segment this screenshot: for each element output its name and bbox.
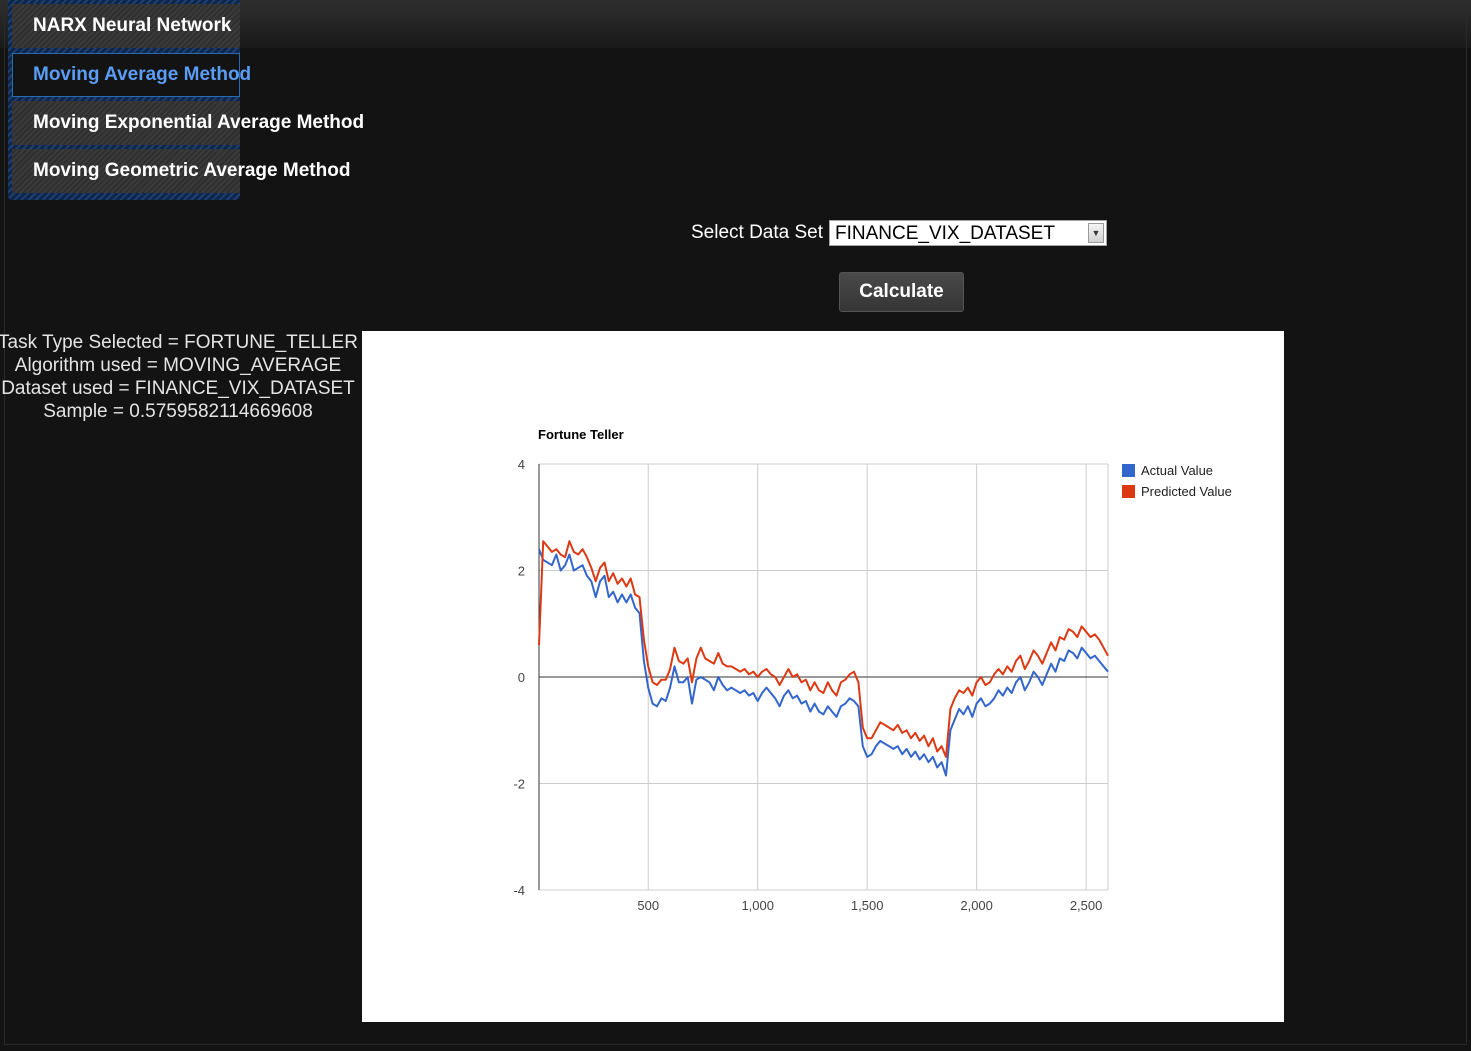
legend-label: Actual Value	[1141, 463, 1213, 478]
actual-value-line	[538, 548, 1109, 777]
menu-item-label: Moving Geometric Average Method	[33, 160, 351, 181]
y-tick-label: 0	[518, 670, 525, 685]
legend-swatch	[1122, 485, 1135, 498]
dataset-select-value: FINANCE_VIX_DATASET	[835, 223, 1055, 244]
menu-item-moving-average[interactable]: Moving Average Method	[12, 53, 251, 97]
calculate-button[interactable]: Calculate	[839, 272, 964, 312]
dataset-select[interactable]: FINANCE_VIX_DATASET ▼	[829, 220, 1107, 246]
predicted-value-line	[538, 540, 1109, 758]
y-tick-label: -2	[513, 777, 525, 792]
menu-item-moving-exponential-average[interactable]: Moving Exponential Average Method	[12, 101, 364, 145]
dataset-label: Select Data Set	[691, 222, 824, 243]
dataset-used-text: Dataset used = FINANCE_VIX_DATASET	[1, 378, 355, 399]
x-tick-label: 500	[637, 898, 659, 913]
top-banner	[0, 0, 1471, 48]
chart-title: Fortune Teller	[538, 427, 624, 442]
legend-label: Predicted Value	[1141, 484, 1232, 499]
result-info: Task Type Selected = FORTUNE_TELLER Algo…	[0, 331, 416, 423]
legend-swatch	[1122, 464, 1135, 477]
chevron-down-icon[interactable]: ▼	[1088, 223, 1104, 243]
menu-item-narx[interactable]: NARX Neural Network	[12, 4, 240, 48]
algorithm-text: Algorithm used = MOVING_AVERAGE	[14, 355, 342, 376]
menu-item-label: NARX Neural Network	[33, 15, 232, 36]
task-type-text: Task Type Selected = FORTUNE_TELLER	[0, 332, 358, 353]
menu-item-label: Moving Average Method	[33, 64, 252, 85]
menu-item-moving-geometric-average[interactable]: Moving Geometric Average Method	[12, 149, 350, 193]
x-tick-label: 2,500	[1070, 898, 1103, 913]
x-tick-label: 1,500	[851, 898, 884, 913]
sample-text: Sample = 0.5759582114669608	[43, 401, 313, 422]
fortune-teller-chart: Fortune Teller 500 1,000 1,500 2,000 2,500 4 2 0…	[513, 427, 1232, 913]
method-menu: NARX Neural Network Moving Average Metho…	[8, 0, 364, 200]
page-frame	[4, 0, 1467, 1045]
x-tick-label: 2,000	[960, 898, 993, 913]
x-tick-label: 1,000	[741, 898, 774, 913]
y-tick-label: 4	[518, 457, 525, 472]
y-tick-label: -4	[513, 883, 525, 898]
y-tick-label: 2	[518, 564, 525, 579]
menu-item-label: Moving Exponential Average Method	[33, 112, 365, 133]
chart-container: Fortune Teller 500 1,000 1,500 2,000 2,500 4 2 0…	[362, 331, 1284, 1022]
